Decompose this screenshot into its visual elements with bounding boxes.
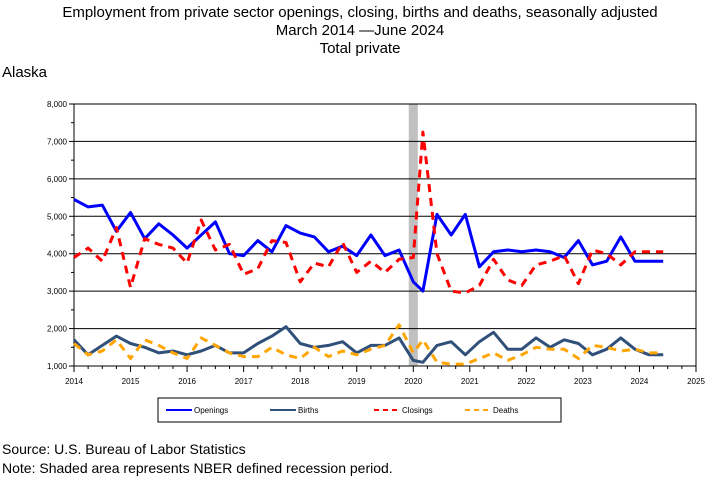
legend-label-deaths: Deaths (493, 406, 518, 415)
x-tick-label: 2025 (687, 377, 705, 386)
legend-label-openings: Openings (194, 406, 228, 415)
recession-note: Note: Shaded area represents NBER define… (2, 460, 393, 476)
x-tick-label: 2015 (122, 377, 140, 386)
x-tick-label: 2016 (178, 377, 196, 386)
y-tick-label: 2,000 (47, 325, 68, 334)
chart-subtitle: March 2014 —June 2024 (275, 22, 445, 39)
series-line-closings (73, 130, 664, 295)
y-tick-label: 5,000 (47, 212, 68, 221)
x-tick-label: 2019 (348, 377, 366, 386)
line-chart: 1,000 2,000 3,000 4,000 5,000 6,000 7,000 8,000… (47, 100, 705, 423)
footer: Source: U.S. Bureau of Labor Statistics … (2, 440, 393, 478)
region-label: Alaska (2, 64, 48, 81)
y-tick-label: 7,000 (47, 137, 68, 146)
y-tick-label: 1,000 (47, 362, 68, 371)
chart-title: Employment from private sector openings,… (62, 4, 658, 21)
x-tick-label: 2017 (235, 377, 253, 386)
recession-shading (408, 104, 418, 366)
y-tick-label: 8,000 (47, 100, 68, 109)
series-line-deaths (73, 323, 664, 366)
x-tick-label: 2023 (574, 377, 592, 386)
source-note: Source: U.S. Bureau of Labor Statistics (2, 441, 246, 457)
x-tick-label: 2022 (517, 377, 535, 386)
chart-subtitle-2: Total private (319, 40, 401, 57)
y-tick-label: 4,000 (47, 250, 68, 259)
x-tick-label: 2014 (65, 377, 83, 386)
x-tick-label: 2018 (291, 377, 309, 386)
series-line-births (72, 325, 664, 364)
y-tick-label: 3,000 (47, 287, 68, 296)
title-block: Employment from private sector openings,… (0, 4, 720, 58)
y-tick-label: 6,000 (47, 175, 68, 184)
legend-box (157, 397, 562, 423)
x-tick-label: 2024 (631, 377, 649, 386)
x-tick-label: 2021 (461, 377, 479, 386)
x-tick-label: 2020 (404, 377, 422, 386)
legend-label-births: Births (298, 406, 318, 415)
legend-label-closings: Closings (402, 406, 433, 415)
